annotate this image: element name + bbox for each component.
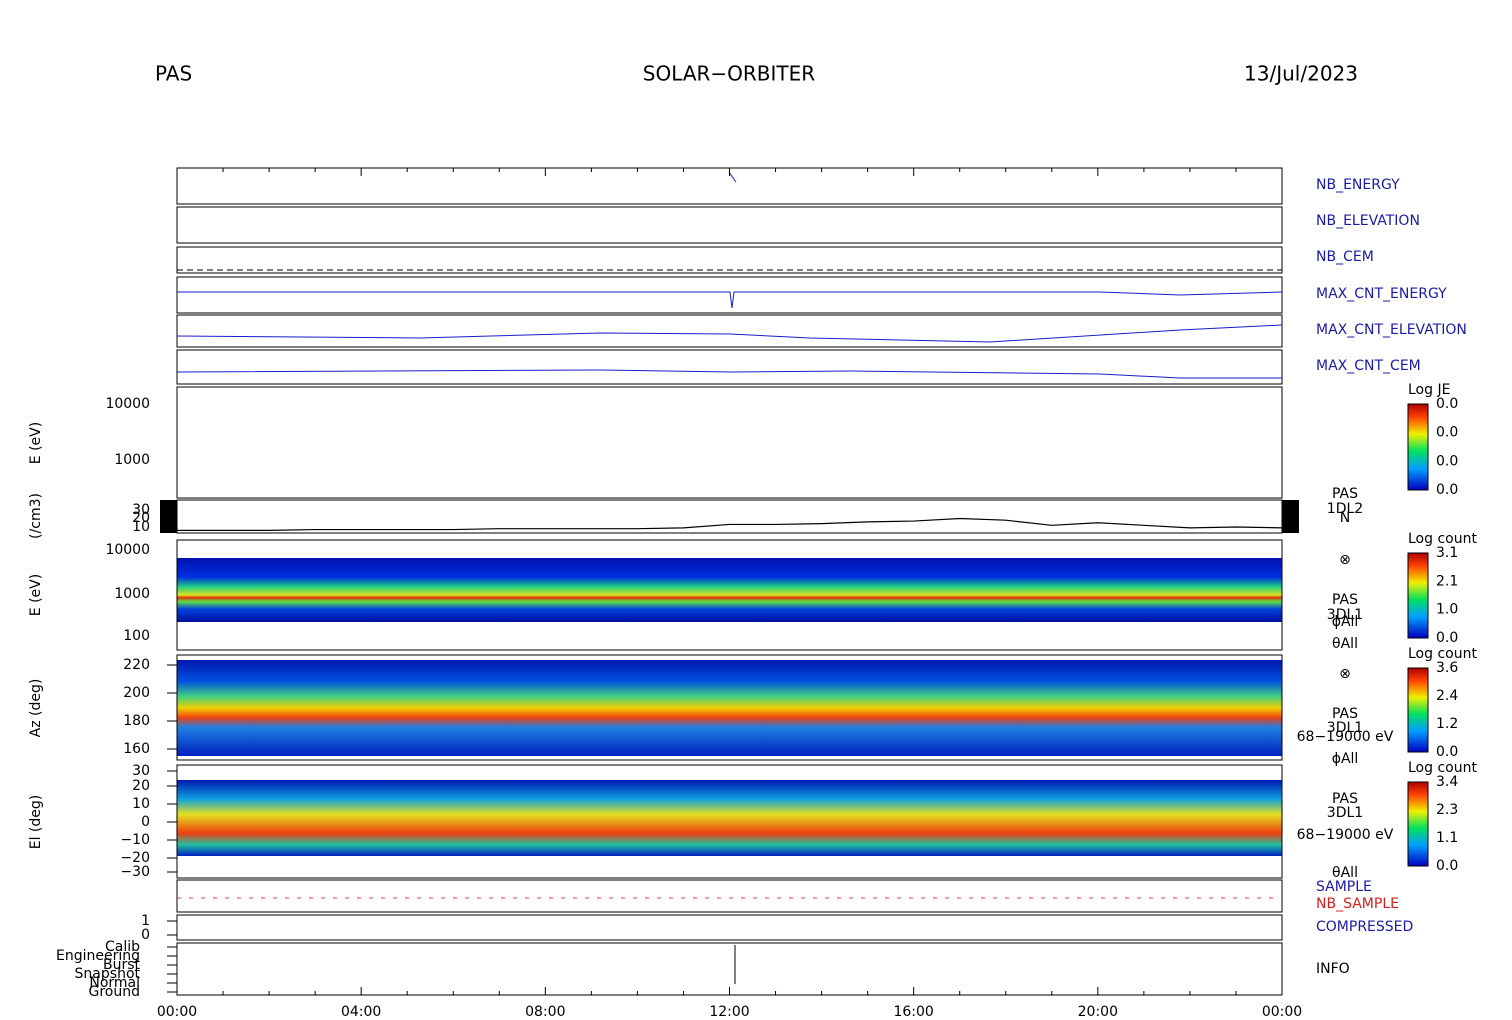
- y-tick-label: 10: [132, 519, 150, 535]
- y-tick-label: Ground: [89, 984, 141, 1000]
- y-tick-label: 1000: [114, 586, 150, 602]
- panel-label: NB_ENERGY: [1316, 177, 1400, 193]
- side-label: ⊗: [1339, 666, 1351, 682]
- colorbar-tick: 1.2: [1436, 716, 1458, 732]
- colorbar-title: Log count: [1408, 760, 1477, 776]
- side-label: θAll: [1332, 636, 1358, 652]
- panel-label: NB_SAMPLE: [1316, 896, 1399, 912]
- y-tick-label: Calib: [105, 939, 140, 955]
- side-label: PAS: [1332, 706, 1358, 722]
- y-tick-label: Burst: [103, 957, 141, 973]
- instrument: PAS: [155, 62, 192, 86]
- y-label: (/cm3): [28, 493, 44, 539]
- panel-label: MAX_CNT_CEM: [1316, 358, 1421, 374]
- y-tick-label: 0: [141, 814, 150, 830]
- side-label: 68−19000 eV: [1297, 729, 1394, 745]
- colorbar-tick: 0.0: [1436, 396, 1458, 412]
- panel-label: NB_ELEVATION: [1316, 213, 1420, 229]
- panel-label: INFO: [1316, 961, 1350, 977]
- mission: SOLAR−ORBITER: [643, 62, 815, 86]
- y-tick-label: 20: [132, 778, 150, 794]
- panel-label: MAX_CNT_ELEVATION: [1316, 322, 1467, 338]
- y-label: El (deg): [28, 795, 44, 850]
- colorbar-title: Log JE: [1408, 382, 1450, 398]
- panel-label: SAMPLE: [1316, 879, 1372, 895]
- side-label: N: [1340, 510, 1350, 526]
- colorbar-tick: 2.1: [1436, 573, 1458, 589]
- colorbar-tick: 0.0: [1436, 630, 1458, 646]
- colorbar-tick: 0.0: [1436, 744, 1458, 760]
- panel-label: COMPRESSED: [1316, 919, 1413, 935]
- date: 13/Jul/2023: [1244, 62, 1358, 86]
- colorbar-tick: 1.1: [1436, 830, 1458, 846]
- colorbar-tick: 0.0: [1436, 453, 1458, 469]
- colorbar: [1407, 667, 1429, 753]
- side-label: 3DL1: [1327, 607, 1363, 623]
- side-label: ⊗: [1339, 552, 1351, 568]
- side-label: θAll: [1332, 865, 1358, 881]
- x-tick-label: 16:00: [893, 1004, 933, 1020]
- y-label: E (eV): [28, 574, 44, 616]
- y-label: Az (deg): [28, 679, 44, 738]
- colorbar: [1407, 781, 1429, 867]
- y-tick-label: Normal: [89, 975, 140, 991]
- x-tick-label: 00:00: [1262, 1004, 1302, 1020]
- y-tick-label: 10000: [105, 396, 150, 412]
- colorbar-tick: 3.1: [1436, 545, 1458, 561]
- y-tick-label: Snapshot: [75, 966, 141, 982]
- y-tick-label: −30: [120, 864, 150, 880]
- colorbar-tick: 0.0: [1436, 858, 1458, 874]
- colorbar-tick: 1.0: [1436, 602, 1458, 618]
- colorbar: [1407, 552, 1429, 639]
- side-label: ϕAll: [1332, 614, 1359, 630]
- y-tick-label: 180: [123, 713, 150, 729]
- y-tick-label: −20: [120, 850, 150, 866]
- side-label: 68−19000 eV: [1297, 827, 1394, 843]
- y-tick-label: −10: [120, 832, 150, 848]
- y-label: E (eV): [28, 422, 44, 464]
- panel-label: MAX_CNT_ENERGY: [1316, 286, 1447, 302]
- colorbar-tick: 0.0: [1436, 425, 1458, 441]
- side-label: PAS: [1332, 791, 1358, 807]
- x-tick-label: 04:00: [341, 1004, 381, 1020]
- panel-frames: [160, 167, 1299, 996]
- side-label: ϕAll: [1332, 751, 1359, 767]
- y-tick-label: 20: [132, 510, 150, 526]
- colorbar-title: Log count: [1408, 531, 1477, 547]
- y-tick-label: 220: [123, 657, 150, 673]
- x-tick-label: 00:00: [157, 1004, 197, 1020]
- x-tick-label: 20:00: [1078, 1004, 1118, 1020]
- side-label: PAS: [1332, 592, 1358, 608]
- y-tick-label: 1: [141, 913, 150, 929]
- colorbar-tick: 3.4: [1436, 774, 1458, 790]
- side-label: PAS: [1332, 486, 1358, 502]
- y-tick-label: 0: [141, 927, 150, 943]
- colorbar-tick: 2.4: [1436, 688, 1458, 704]
- x-tick-label: 08:00: [525, 1004, 565, 1020]
- x-tick-label: 12:00: [709, 1004, 749, 1020]
- y-tick-label: 100: [123, 628, 150, 644]
- y-tick-label: 200: [123, 685, 150, 701]
- y-tick-label: Engineering: [56, 948, 140, 964]
- colorbar-tick: 2.3: [1436, 802, 1458, 818]
- y-tick-label: 10: [132, 796, 150, 812]
- colorbar-title: Log count: [1408, 646, 1477, 662]
- panel-label: NB_CEM: [1316, 249, 1374, 265]
- side-label: 1DL2: [1327, 501, 1363, 517]
- y-tick-label: 30: [132, 502, 150, 518]
- side-label: 3DL1: [1327, 805, 1363, 821]
- colorbar-tick: 3.6: [1436, 660, 1458, 676]
- density-line: [177, 517, 1283, 532]
- side-label: 3DL1: [1327, 720, 1363, 736]
- y-tick-label: 160: [123, 741, 150, 757]
- y-tick-label: 1000: [114, 452, 150, 468]
- y-tick-label: 10000: [105, 542, 150, 558]
- colorbar: [1407, 403, 1429, 491]
- colorbar-tick: 0.0: [1436, 482, 1458, 498]
- y-tick-label: 30: [132, 763, 150, 779]
